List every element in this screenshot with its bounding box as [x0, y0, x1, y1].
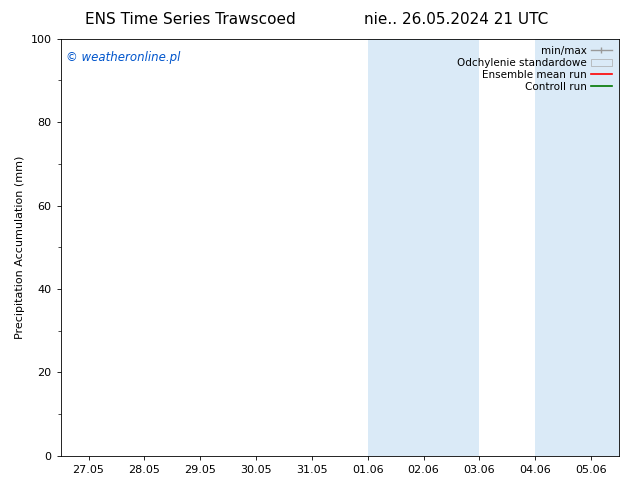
- Bar: [424, 39, 479, 456]
- Text: ENS Time Series Trawscoed: ENS Time Series Trawscoed: [85, 12, 295, 27]
- Text: nie.. 26.05.2024 21 UTC: nie.. 26.05.2024 21 UTC: [365, 12, 548, 27]
- Bar: [535, 39, 591, 456]
- Text: © weatheronline.pl: © weatheronline.pl: [66, 51, 181, 64]
- Bar: [591, 39, 634, 456]
- Y-axis label: Precipitation Accumulation (mm): Precipitation Accumulation (mm): [15, 156, 25, 339]
- Bar: [368, 39, 424, 456]
- Legend: min/max, Odchylenie standardowe, Ensemble mean run, Controll run: min/max, Odchylenie standardowe, Ensembl…: [455, 44, 614, 94]
